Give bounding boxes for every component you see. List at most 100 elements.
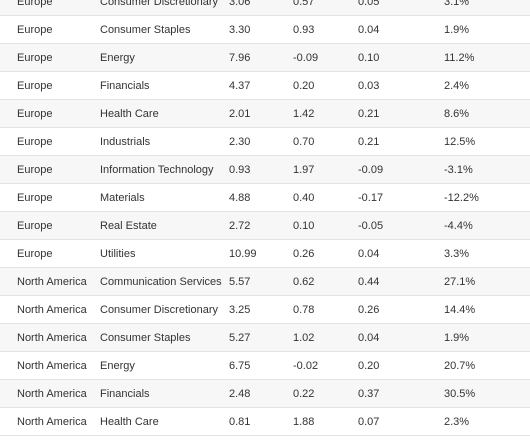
sector-cell: Energy: [100, 351, 229, 380]
table-row: North America Communication Services 5.57 0…: [0, 267, 530, 296]
table-row: Europe Health Care 2.01 1.42 0.21 8.6%: [0, 99, 530, 128]
sector-cell: Consumer Staples: [100, 323, 229, 352]
region-cell: North America: [0, 267, 100, 296]
percent-cell: 12.5%: [444, 127, 530, 156]
table-row: Europe Information Technology 0.93 1.97 -0.0…: [0, 155, 530, 184]
table-row: North America Energy 6.75 -0.02 0.20 20.7%: [0, 351, 530, 380]
table-row: Europe Real Estate 2.72 0.10 -0.05 -4.4%: [0, 211, 530, 240]
value-1-cell: 5.57: [229, 267, 293, 296]
sector-cell: Health Care: [100, 99, 229, 128]
region-cell: Europe: [0, 155, 100, 184]
region-cell: North America: [0, 407, 100, 436]
value-3-cell: 0.04: [358, 323, 444, 352]
value-3-cell: 0.37: [358, 379, 444, 408]
value-2-cell: 0.40: [293, 183, 358, 212]
percent-cell: 2.4%: [444, 71, 530, 100]
region-cell: Europe: [0, 43, 100, 72]
percent-cell: 14.4%: [444, 295, 530, 324]
value-3-cell: 0.26: [358, 295, 444, 324]
value-3-cell: 0.44: [358, 267, 444, 296]
region-cell: Europe: [0, 71, 100, 100]
value-2-cell: 0.26: [293, 239, 358, 268]
percent-cell: 1.9%: [444, 323, 530, 352]
value-2-cell: -0.02: [293, 351, 358, 380]
sector-cell: Consumer Discretionary: [100, 0, 229, 16]
value-1-cell: 2.72: [229, 211, 293, 240]
percent-cell: -4.4%: [444, 211, 530, 240]
table-row: North America Consumer Discretionary 3.25 0…: [0, 295, 530, 324]
table-row: North America Health Care 0.81 1.88 0.07 2.3%: [0, 407, 530, 436]
value-2-cell: 0.20: [293, 71, 358, 100]
value-2-cell: 1.42: [293, 99, 358, 128]
region-cell: Europe: [0, 183, 100, 212]
value-2-cell: 0.93: [293, 15, 358, 44]
table-row: Europe Materials 4.88 0.40 -0.17 -12.2%: [0, 183, 530, 212]
value-2-cell: 0.10: [293, 211, 358, 240]
table-row: Europe Energy 7.96 -0.09 0.10 11.2%: [0, 43, 530, 72]
value-3-cell: 0.03: [358, 71, 444, 100]
percent-cell: -3.1%: [444, 155, 530, 184]
value-2-cell: 1.02: [293, 323, 358, 352]
value-3-cell: 0.21: [358, 127, 444, 156]
value-3-cell: -0.05: [358, 211, 444, 240]
sector-cell: Industrials: [100, 127, 229, 156]
percent-cell: 30.5%: [444, 379, 530, 408]
region-cell: Europe: [0, 99, 100, 128]
value-3-cell: 0.04: [358, 239, 444, 268]
sector-cell: Utilities: [100, 239, 229, 268]
value-2-cell: 0.57: [293, 0, 358, 16]
sector-cell: Real Estate: [100, 211, 229, 240]
percent-cell: 11.2%: [444, 43, 530, 72]
value-3-cell: 0.05: [358, 0, 444, 16]
sector-cell: Information Technology: [100, 155, 229, 184]
region-cell: North America: [0, 323, 100, 352]
region-cell: Europe: [0, 0, 100, 16]
value-1-cell: 5.27: [229, 323, 293, 352]
value-1-cell: 0.93: [229, 155, 293, 184]
region-cell: Europe: [0, 15, 100, 44]
table-row: Europe Consumer Discretionary 3.06 0.57 0.05…: [0, 0, 530, 16]
value-2-cell: 0.70: [293, 127, 358, 156]
value-3-cell: 0.10: [358, 43, 444, 72]
value-2-cell: -0.09: [293, 43, 358, 72]
sector-cell: Materials: [100, 183, 229, 212]
value-3-cell: -0.17: [358, 183, 444, 212]
sector-cell: Health Care: [100, 407, 229, 436]
table-row: Europe Industrials 2.30 0.70 0.21 12.5%: [0, 127, 530, 156]
value-1-cell: 3.06: [229, 0, 293, 16]
value-1-cell: 7.96: [229, 43, 293, 72]
percent-cell: 20.7%: [444, 351, 530, 380]
sector-cell: Consumer Staples: [100, 15, 229, 44]
value-3-cell: 0.20: [358, 351, 444, 380]
value-1-cell: 4.37: [229, 71, 293, 100]
table-row: North America Consumer Staples 5.27 1.02 0.0…: [0, 323, 530, 352]
percent-cell: 3.1%: [444, 0, 530, 16]
percent-cell: 1.9%: [444, 15, 530, 44]
value-1-cell: 10.99: [229, 239, 293, 268]
region-cell: Europe: [0, 239, 100, 268]
region-cell: North America: [0, 351, 100, 380]
value-1-cell: 2.01: [229, 99, 293, 128]
region-cell: Europe: [0, 211, 100, 240]
percent-cell: 2.3%: [444, 407, 530, 436]
value-1-cell: 6.75: [229, 351, 293, 380]
value-1-cell: 2.48: [229, 379, 293, 408]
value-1-cell: 2.30: [229, 127, 293, 156]
sector-cell: Financials: [100, 379, 229, 408]
region-cell: North America: [0, 379, 100, 408]
value-1-cell: 3.25: [229, 295, 293, 324]
value-2-cell: 1.88: [293, 407, 358, 436]
region-cell: Europe: [0, 127, 100, 156]
percent-cell: 8.6%: [444, 99, 530, 128]
value-3-cell: 0.07: [358, 407, 444, 436]
value-1-cell: 3.30: [229, 15, 293, 44]
value-3-cell: 0.21: [358, 99, 444, 128]
percent-cell: -12.2%: [444, 183, 530, 212]
value-3-cell: -0.09: [358, 155, 444, 184]
table-row: Europe Utilities 10.99 0.26 0.04 3.3%: [0, 239, 530, 268]
table-row: Europe Financials 4.37 0.20 0.03 2.4%: [0, 71, 530, 100]
value-2-cell: 0.78: [293, 295, 358, 324]
